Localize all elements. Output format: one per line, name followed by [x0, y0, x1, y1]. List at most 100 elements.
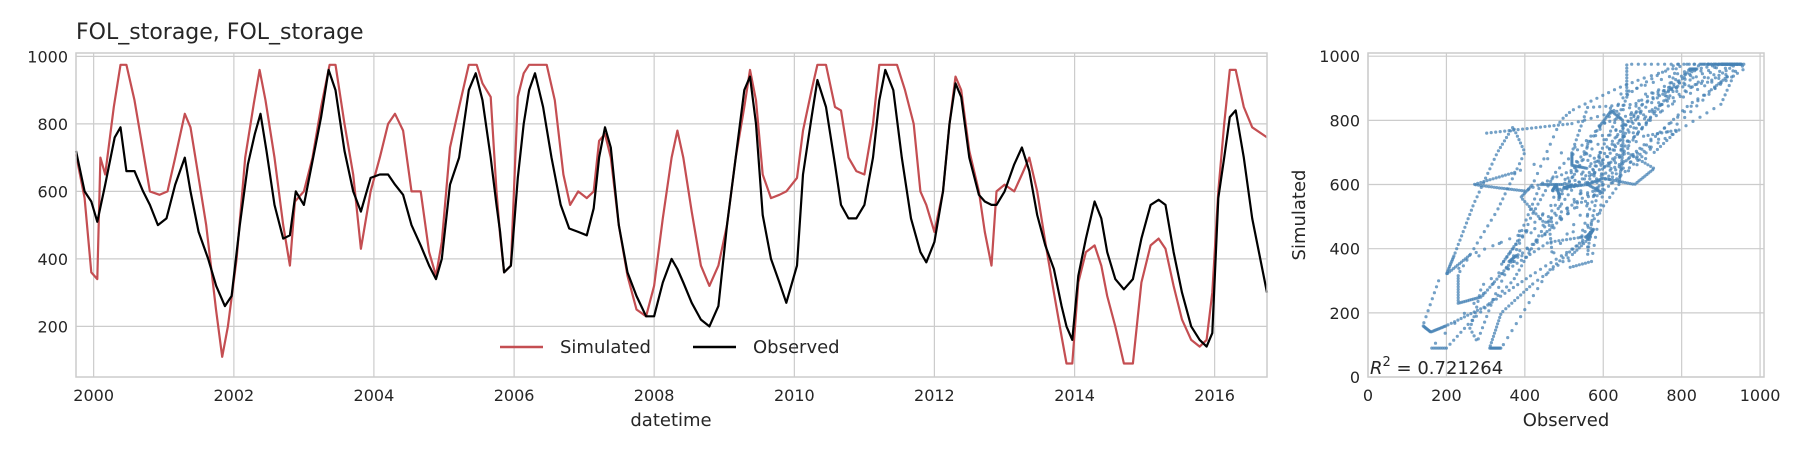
- scatter-point: [1594, 199, 1598, 203]
- scatter-point: [1663, 62, 1667, 66]
- x-tick-label: 2004: [354, 386, 395, 405]
- scatter-point: [1741, 68, 1745, 72]
- scatter-point: [1453, 320, 1457, 324]
- scatter-point: [1589, 99, 1593, 103]
- scatter-point: [1595, 129, 1599, 133]
- scatter-point: [1621, 96, 1625, 100]
- scatter-point: [1646, 118, 1650, 122]
- scatter-point: [1515, 167, 1519, 171]
- scatter-point: [1656, 141, 1660, 145]
- scatter-point: [1565, 182, 1569, 186]
- scatter-point: [1479, 307, 1483, 311]
- scatter-point: [1668, 94, 1672, 98]
- x-tick-label: 2008: [634, 386, 675, 405]
- scatter-point: [1721, 98, 1725, 102]
- scatter-point: [1515, 261, 1519, 265]
- scatter-point: [1586, 201, 1590, 206]
- scatter-point: [1456, 282, 1460, 286]
- scatter-point: [1644, 123, 1648, 127]
- scatter-point: [1501, 343, 1505, 347]
- scatter-point: [1590, 147, 1594, 151]
- scatter-point: [1617, 139, 1621, 143]
- scatter-point: [1491, 282, 1495, 286]
- scatter-point: [1722, 62, 1726, 66]
- scatter-point: [1568, 265, 1572, 269]
- scatter-point: [1640, 155, 1644, 159]
- scatter-point: [1618, 85, 1622, 89]
- scatter-point: [1707, 92, 1711, 96]
- scatter-point: [1485, 314, 1489, 319]
- scatter-point: [1621, 126, 1625, 130]
- scatter-point: [1631, 138, 1635, 142]
- scatter-point: [1448, 342, 1452, 346]
- scatter-point: [1632, 126, 1636, 130]
- scatter-point: [1541, 193, 1545, 197]
- scatter-point: [1577, 129, 1582, 133]
- scatter-point: [1520, 264, 1524, 268]
- scatter-point: [1592, 174, 1596, 178]
- scatter-point: [1602, 113, 1606, 117]
- scatter-point: [1657, 137, 1661, 141]
- scatter-point: [1498, 315, 1502, 320]
- scatter-point: [1567, 179, 1572, 183]
- scatter-point: [1487, 309, 1491, 313]
- scatter-point: [1596, 189, 1600, 193]
- scatter-point: [1502, 269, 1506, 273]
- scatter-point: [1603, 121, 1607, 125]
- scatter-point: [1586, 142, 1590, 146]
- scatter-point: [1565, 186, 1569, 190]
- scatter-point: [1575, 200, 1579, 204]
- scatter-point: [1609, 129, 1613, 133]
- scatter-point: [1625, 95, 1629, 99]
- scatter-point: [1483, 320, 1487, 324]
- y-tick-label: 1000: [27, 47, 68, 66]
- scatter-point: [1499, 312, 1503, 316]
- scatter-point: [1600, 159, 1604, 163]
- scatter-point: [1683, 83, 1687, 87]
- scatter-point: [1540, 280, 1544, 284]
- scatter-point: [1677, 128, 1681, 132]
- scatter-point: [1592, 217, 1596, 221]
- scatter-point: [1644, 92, 1648, 96]
- scatter-point: [1543, 225, 1547, 229]
- scatter-point: [1626, 119, 1630, 124]
- scatter-point: [1462, 326, 1467, 330]
- scatter-point: [1626, 151, 1630, 155]
- scatter-point: [1583, 102, 1587, 106]
- scatter-point: [1619, 147, 1623, 151]
- scatter-point: [1456, 287, 1460, 292]
- x-tick-label: 2010: [774, 386, 815, 405]
- scatter-point: [1544, 273, 1548, 277]
- scatter-point: [1586, 105, 1590, 110]
- scatter-point: [1555, 221, 1559, 225]
- scatter-point: [1572, 172, 1577, 176]
- scatter-point: [1495, 277, 1499, 281]
- scatter-point: [1613, 118, 1617, 122]
- scatter-point: [1689, 110, 1693, 114]
- scatter-point: [1574, 264, 1578, 268]
- scatter-point: [1728, 62, 1732, 66]
- scatter-point: [1660, 131, 1664, 135]
- scatter-point: [1528, 252, 1532, 257]
- scatter-point: [1694, 75, 1698, 79]
- scatter-point: [1510, 171, 1514, 175]
- scatter-point: [1706, 76, 1710, 80]
- scatter-point: [1662, 126, 1666, 130]
- scatter-point: [1627, 89, 1631, 93]
- scatter-point: [1607, 115, 1611, 119]
- scatter-point: [1627, 130, 1631, 134]
- scatter-point: [1603, 176, 1607, 181]
- scatter-point: [1506, 132, 1511, 136]
- scatter-point: [1508, 182, 1512, 186]
- scatter-point: [1550, 177, 1554, 181]
- scatter-point: [1712, 73, 1716, 77]
- scatter-point: [1549, 240, 1553, 244]
- scatter-point: [1589, 162, 1593, 166]
- scatter-point: [1498, 145, 1502, 150]
- scatter-point: [1723, 76, 1727, 80]
- plot-frame: [75, 52, 1268, 378]
- scatter-point: [1575, 169, 1579, 173]
- scatter-point: [1518, 249, 1522, 253]
- scatter-point: [1625, 139, 1629, 143]
